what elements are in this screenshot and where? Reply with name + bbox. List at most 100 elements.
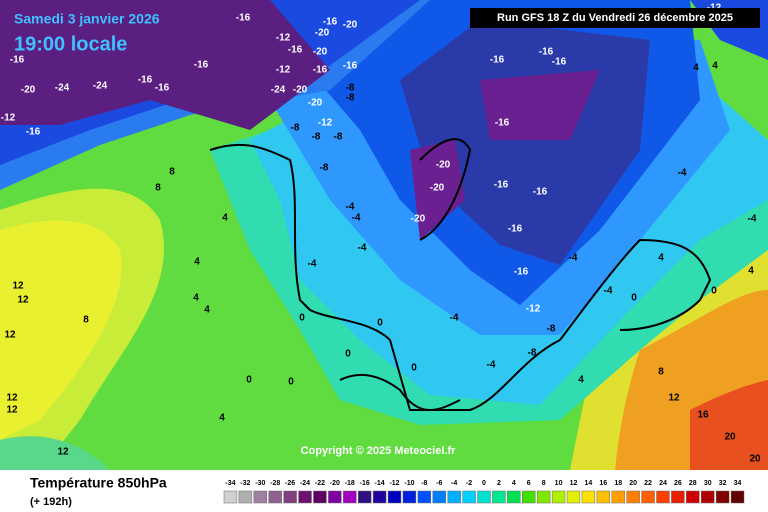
- contour-label: 12: [12, 281, 24, 292]
- contour-label: 12: [4, 330, 16, 341]
- contour-label: -24: [271, 85, 286, 96]
- scale-swatch: [507, 490, 521, 504]
- contour-label: 8: [83, 315, 89, 326]
- contour-label: -16: [323, 17, 338, 28]
- contour-label: -16: [494, 180, 509, 191]
- scale-label: -2: [466, 480, 472, 487]
- scale-label: -34: [225, 480, 235, 487]
- contour-label: 0: [377, 318, 383, 329]
- contour-label: -20: [21, 85, 36, 96]
- scale-label: -26: [285, 480, 295, 487]
- footer-title: Température 850hPa: [30, 475, 167, 491]
- scale-label: 32: [719, 480, 727, 487]
- contour-label: -12: [276, 33, 291, 44]
- contour-label: -20: [315, 28, 330, 39]
- scale-label: 22: [644, 480, 652, 487]
- contour-label: 4: [219, 413, 225, 424]
- scale-swatch: [626, 490, 640, 504]
- scale-label: -30: [255, 480, 265, 487]
- scale-label: 24: [659, 480, 667, 487]
- contour-label: -16: [490, 55, 505, 66]
- scale-swatch: [447, 490, 461, 504]
- scale-swatch: [581, 490, 596, 504]
- scale-swatch: [566, 490, 581, 504]
- contour-label: -8: [334, 132, 343, 143]
- contour-label: 16: [697, 410, 709, 421]
- contour-label: 12: [6, 405, 18, 416]
- contour-label: -8: [346, 83, 355, 94]
- contour-label: -16: [343, 61, 358, 72]
- lead-time: (+ 192h): [30, 496, 72, 508]
- contour-label: -16: [552, 57, 567, 68]
- contour-label: -20: [313, 47, 328, 58]
- scale-swatch: [656, 490, 670, 504]
- contour-label: -20: [411, 214, 426, 225]
- contour-label: 12: [668, 393, 680, 404]
- scale-swatch: [223, 490, 238, 504]
- contour-label: -12: [276, 65, 291, 76]
- scale-swatch: [686, 490, 700, 504]
- contour-label: -16: [236, 13, 251, 24]
- scale-label: -32: [240, 480, 250, 487]
- contour-label: 4: [222, 213, 228, 224]
- scale-swatch: [387, 490, 402, 504]
- scale-label: 20: [629, 480, 637, 487]
- scale-swatch: [730, 490, 745, 504]
- contour-label: -4: [604, 286, 613, 297]
- scale-swatch: [268, 490, 282, 504]
- scale-swatch: [551, 490, 566, 504]
- scale-swatch: [253, 490, 267, 504]
- contour-label: 0: [411, 363, 417, 374]
- contour-label: -24: [93, 81, 108, 92]
- contour-label: -16: [138, 75, 153, 86]
- scale-label: -22: [315, 480, 325, 487]
- run-info: Run GFS 18 Z du Vendredi 26 décembre 202…: [497, 12, 733, 24]
- contour-label: -20: [308, 98, 323, 109]
- contour-label: 12: [6, 393, 18, 404]
- scale-swatch: [298, 490, 312, 504]
- contour-label: -4: [450, 313, 459, 324]
- contour-label: -8: [528, 348, 537, 359]
- contour-label: -4: [569, 253, 578, 264]
- contour-label: 0: [345, 349, 351, 360]
- contour-label: 4: [748, 266, 754, 277]
- contour-label: 20: [724, 432, 736, 443]
- scale-swatch: [701, 490, 715, 504]
- scale-swatch: [492, 490, 506, 504]
- contour-label: 4: [193, 293, 199, 304]
- contour-label: -20: [343, 20, 358, 31]
- copyright: Copyright © 2025 Meteociel.fr: [301, 445, 457, 457]
- scale-swatch: [611, 490, 625, 504]
- contour-label: 12: [17, 295, 29, 306]
- scale-swatch: [596, 490, 611, 504]
- scale-swatch: [313, 490, 327, 504]
- contour-label: -16: [26, 127, 41, 138]
- contour-label: -16: [508, 224, 523, 235]
- contour-label: 4: [693, 63, 699, 74]
- contour-label: -4: [308, 259, 317, 270]
- scale-swatch: [238, 490, 253, 504]
- contour-label: 8: [155, 183, 161, 194]
- map-background: [0, 0, 768, 471]
- contour-label: 12: [57, 447, 69, 458]
- scale-label: 0: [482, 480, 486, 487]
- contour-label: 0: [299, 313, 305, 324]
- contour-label: 0: [288, 377, 294, 388]
- contour-label: -8: [547, 324, 556, 335]
- contour-label: 0: [246, 375, 252, 386]
- contour-label: -20: [293, 85, 308, 96]
- scale-label: 10: [555, 480, 563, 487]
- contour-label: -24: [55, 83, 70, 94]
- contour-label: -16: [155, 83, 170, 94]
- contour-label: -12: [318, 118, 333, 129]
- scale-label: -16: [360, 480, 370, 487]
- color-scale: -34 -32 -30 -28 -26 -24 -22 -20 -18 -16 -14 -12 -10-…: [223, 480, 745, 504]
- scale-swatch: [715, 490, 730, 504]
- contour-label: -4: [352, 213, 361, 224]
- scale-label: -6: [436, 480, 442, 487]
- local-time: 19:00 locale: [14, 33, 127, 55]
- contour-label: -4: [678, 168, 687, 179]
- contour-label: -20: [436, 160, 451, 171]
